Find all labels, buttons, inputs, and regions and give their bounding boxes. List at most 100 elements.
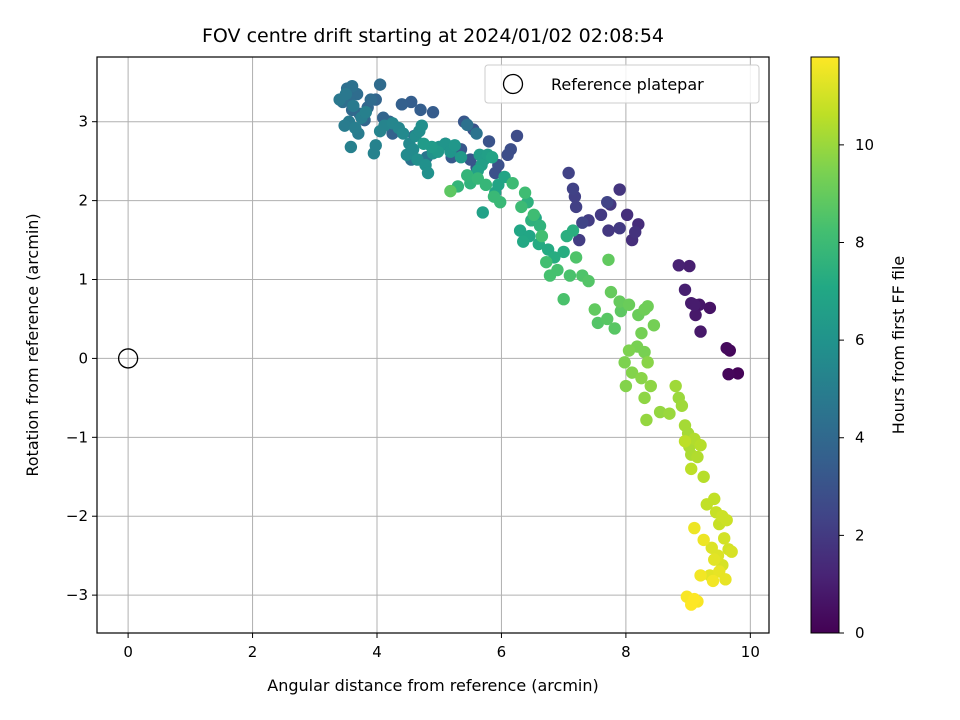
colorbar-ticks: 0 2 4 6 8 10 [839, 136, 874, 642]
scatter-point [622, 344, 636, 357]
plot-frame [96, 56, 770, 634]
scatter-point [344, 140, 358, 154]
scatter-point [527, 208, 540, 222]
scatter-point [678, 283, 692, 296]
scatter-point [444, 184, 457, 198]
x-tick-label: 0 [123, 643, 133, 661]
scatter-point [688, 592, 701, 606]
scatter-point [557, 293, 570, 306]
x-tick-label: 6 [497, 643, 507, 661]
scatter-point [364, 93, 377, 106]
scatter-point [448, 139, 461, 152]
x-tick-label: 10 [741, 643, 760, 661]
scatter-point [683, 259, 696, 273]
scatter-point [688, 521, 701, 535]
scatter-point [576, 216, 589, 229]
scatter-point [566, 182, 580, 195]
scatter-point [694, 325, 707, 338]
scatter-point [613, 183, 626, 196]
scatter-point [482, 135, 496, 148]
scatter-point [349, 121, 362, 135]
x-axis-ticks: 0 2 4 6 8 10 [123, 633, 760, 661]
scatter-point [426, 106, 440, 119]
scatter-point [573, 233, 586, 247]
scatter-point [562, 166, 575, 180]
scatter-point [725, 545, 738, 558]
colorbar-tick-label: 0 [855, 624, 865, 642]
scatter-point [601, 312, 614, 326]
scatter-point [369, 139, 382, 152]
scatter-point [602, 253, 615, 266]
scatter-point [697, 533, 710, 547]
legend-label: Reference platepar [551, 75, 704, 94]
scatter-point [515, 200, 528, 214]
scatter-point [620, 208, 634, 222]
scatter-point [719, 573, 732, 586]
scatter-point [517, 235, 530, 248]
scatter-point [582, 274, 595, 288]
scatter-point [510, 129, 524, 143]
legend-box [484, 64, 760, 104]
scatter-point [396, 127, 410, 140]
scatter-point [601, 195, 614, 209]
scatter-point [551, 263, 564, 277]
y-tick-label: −2 [66, 507, 88, 525]
colorbar-tick-label: 2 [855, 526, 865, 544]
scatter-point [613, 295, 626, 308]
scatter-point [476, 206, 489, 219]
colorbar-label: Hours from first FF file [889, 256, 908, 435]
scatter-point [485, 151, 499, 164]
colorbar-tick-label: 10 [855, 136, 874, 154]
scatter-point [470, 127, 483, 140]
scatter-point [506, 177, 519, 190]
reference-point [117, 348, 139, 369]
scatter-point [644, 379, 657, 393]
scatter-point [705, 541, 718, 554]
scatter-point [641, 300, 654, 313]
y-axis-ticks: −3 −2 −1 0 1 2 3 [66, 113, 97, 604]
colorbar-tick-label: 8 [855, 233, 865, 251]
scatter-point [461, 118, 474, 132]
scatter-point [479, 178, 493, 192]
scatter-point [678, 435, 692, 448]
scatter-point [691, 450, 704, 464]
scatter-point [638, 345, 651, 359]
scatter-point [417, 137, 430, 150]
scatter-point [720, 341, 733, 355]
scatter-point [494, 195, 507, 209]
scatter-point [557, 245, 570, 259]
scatter-point [421, 166, 435, 180]
scatter-point [688, 298, 701, 311]
scatter-point [373, 78, 387, 91]
scatter-point [405, 95, 418, 109]
colorbar-gradient [810, 56, 840, 634]
x-tick-label: 2 [248, 643, 258, 661]
scatter-point [395, 98, 409, 111]
x-axis-label: Angular distance from reference (arcmin) [267, 676, 598, 695]
scatter-point [641, 356, 654, 369]
scatter-point [708, 553, 721, 566]
scatter-point [629, 225, 642, 239]
legend-marker-circle [502, 73, 524, 95]
scatter-point [647, 319, 661, 332]
scatter-point [569, 251, 583, 264]
scatter-point [685, 462, 698, 476]
scatter-point [406, 143, 420, 156]
scatter-point [414, 103, 427, 117]
scatter-point [635, 326, 648, 340]
scatter-point [535, 229, 549, 243]
scatter-point [489, 166, 502, 180]
scatter-point [594, 208, 608, 222]
scatter-point [618, 356, 631, 369]
scatter-point [689, 308, 702, 322]
scatter-point [339, 87, 353, 101]
scatter-point [338, 119, 351, 132]
scatter-point [533, 219, 547, 233]
scatter-point [464, 153, 477, 166]
y-tick-label: 0 [78, 349, 88, 367]
y-axis-label: Rotation from reference (arcmin) [23, 213, 42, 476]
y-tick-label: 1 [78, 271, 88, 289]
scatter-point [602, 224, 615, 237]
scatter-point [566, 224, 580, 237]
